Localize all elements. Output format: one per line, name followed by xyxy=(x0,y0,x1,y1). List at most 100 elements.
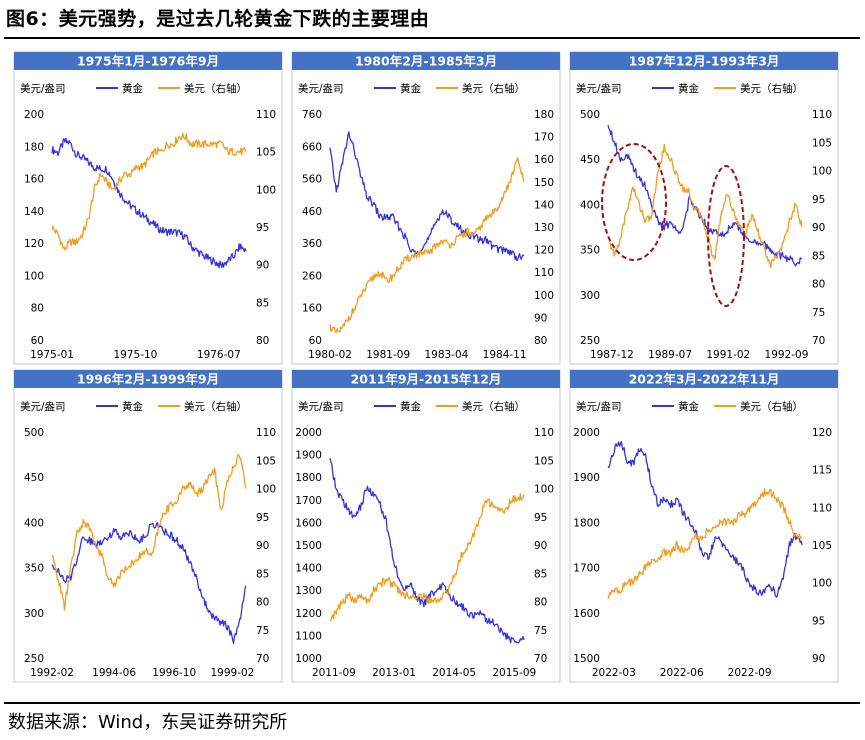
right-tick-label: 90 xyxy=(812,653,825,665)
left-tick-label: 250 xyxy=(580,335,600,347)
gold-price-line xyxy=(607,440,803,598)
chart-header xyxy=(292,52,560,70)
legend-usd-label: 美元（右轴） xyxy=(184,82,247,95)
left-tick-label: 200 xyxy=(24,109,44,121)
legend-gold-label: 黄金 xyxy=(122,400,143,413)
right-tick-label: 110 xyxy=(256,427,276,439)
left-tick-label: 460 xyxy=(302,206,322,218)
right-tick-label: 110 xyxy=(534,427,554,439)
left-tick-label: 400 xyxy=(24,517,44,529)
left-tick-label: 160 xyxy=(24,174,44,186)
right-tick-label: 75 xyxy=(534,625,547,637)
x-tick-label: 1992-02 xyxy=(30,667,74,679)
right-tick-label: 150 xyxy=(534,177,554,189)
right-tick-label: 110 xyxy=(812,502,832,514)
legend-usd-label: 美元（右轴） xyxy=(740,400,803,413)
chart-header xyxy=(570,370,838,388)
left-tick-label: 760 xyxy=(302,109,322,121)
chart-title: 1975年1月-1976年9月 xyxy=(77,54,219,69)
right-tick-label: 95 xyxy=(534,512,547,524)
right-tick-label: 80 xyxy=(534,335,547,347)
usd-index-line xyxy=(51,132,247,251)
left-tick-label: 400 xyxy=(580,199,600,211)
left-tick-label: 1600 xyxy=(573,608,600,620)
right-tick-label: 110 xyxy=(256,109,276,121)
right-tick-label: 170 xyxy=(534,132,554,144)
right-tick-label: 120 xyxy=(812,427,832,439)
x-tick-label: 1992-09 xyxy=(765,349,809,361)
right-tick-label: 85 xyxy=(256,297,269,309)
right-tick-label: 100 xyxy=(812,578,832,590)
left-tick-label: 140 xyxy=(24,206,44,218)
right-tick-label: 85 xyxy=(534,568,547,580)
chart-frame xyxy=(13,51,283,365)
right-tick-label: 105 xyxy=(812,540,832,552)
legend-gold-label: 黄金 xyxy=(400,400,421,413)
x-tick-label: 2014-05 xyxy=(432,667,476,679)
left-tick-label: 1600 xyxy=(295,517,322,529)
right-tick-label: 70 xyxy=(256,653,269,665)
gold-price-line xyxy=(329,131,525,262)
gold-price-line xyxy=(51,137,247,269)
right-tick-label: 80 xyxy=(256,597,269,609)
left-tick-label: 100 xyxy=(24,270,44,282)
highlight-ellipse xyxy=(601,143,667,261)
x-tick-label: 1980-02 xyxy=(308,349,352,361)
right-tick-label: 75 xyxy=(256,625,269,637)
chart-header xyxy=(570,52,838,70)
source-note: 数据来源：Wind，东吴证券研究所 xyxy=(8,712,288,733)
chart-frame xyxy=(569,51,839,365)
right-tick-label: 90 xyxy=(534,312,547,324)
right-tick-label: 100 xyxy=(256,184,276,196)
left-tick-label: 1700 xyxy=(573,563,600,575)
left-tick-label: 450 xyxy=(580,154,600,166)
x-tick-label: 1975-01 xyxy=(30,349,74,361)
right-tick-label: 90 xyxy=(256,260,269,272)
right-tick-label: 105 xyxy=(256,455,276,467)
right-tick-label: 75 xyxy=(812,307,825,319)
x-tick-label: 1981-09 xyxy=(366,349,410,361)
right-tick-label: 80 xyxy=(812,279,825,291)
right-tick-label: 105 xyxy=(256,147,276,159)
chart-title: 1980年2月-1985年3月 xyxy=(355,54,497,69)
left-axis-unit: 美元/盎司 xyxy=(576,82,622,95)
right-tick-label: 90 xyxy=(812,222,825,234)
right-tick-label: 130 xyxy=(534,222,554,234)
left-tick-label: 450 xyxy=(24,472,44,484)
left-tick-label: 160 xyxy=(302,303,322,315)
x-tick-label: 2011-09 xyxy=(312,667,356,679)
left-tick-label: 1100 xyxy=(295,630,322,642)
left-axis-unit: 美元/盎司 xyxy=(298,82,344,95)
right-tick-label: 85 xyxy=(812,250,825,262)
left-tick-label: 60 xyxy=(31,335,44,347)
right-tick-label: 110 xyxy=(812,109,832,121)
left-tick-label: 2000 xyxy=(295,427,322,439)
right-tick-label: 140 xyxy=(534,199,554,211)
legend-gold-label: 黄金 xyxy=(400,82,421,95)
usd-index-line xyxy=(607,143,803,269)
left-tick-label: 60 xyxy=(309,335,322,347)
left-tick-label: 260 xyxy=(302,270,322,282)
left-tick-label: 1900 xyxy=(573,472,600,484)
left-tick-label: 1500 xyxy=(573,653,600,665)
left-tick-label: 120 xyxy=(24,238,44,250)
left-tick-label: 360 xyxy=(302,238,322,250)
chart-title: 1996年2月-1999年9月 xyxy=(77,372,219,387)
left-tick-label: 1300 xyxy=(295,585,322,597)
x-tick-label: 2022-09 xyxy=(728,667,772,679)
left-tick-label: 1700 xyxy=(295,495,322,507)
left-tick-label: 2000 xyxy=(573,427,600,439)
usd-index-line xyxy=(607,488,803,600)
left-tick-label: 300 xyxy=(580,290,600,302)
chart-title: 2022年3月-2022年11月 xyxy=(629,372,780,387)
chart-frame xyxy=(13,369,283,683)
left-tick-label: 1200 xyxy=(295,608,322,620)
x-tick-label: 1984-11 xyxy=(483,349,527,361)
legend-gold-label: 黄金 xyxy=(678,82,699,95)
right-tick-label: 120 xyxy=(534,245,554,257)
